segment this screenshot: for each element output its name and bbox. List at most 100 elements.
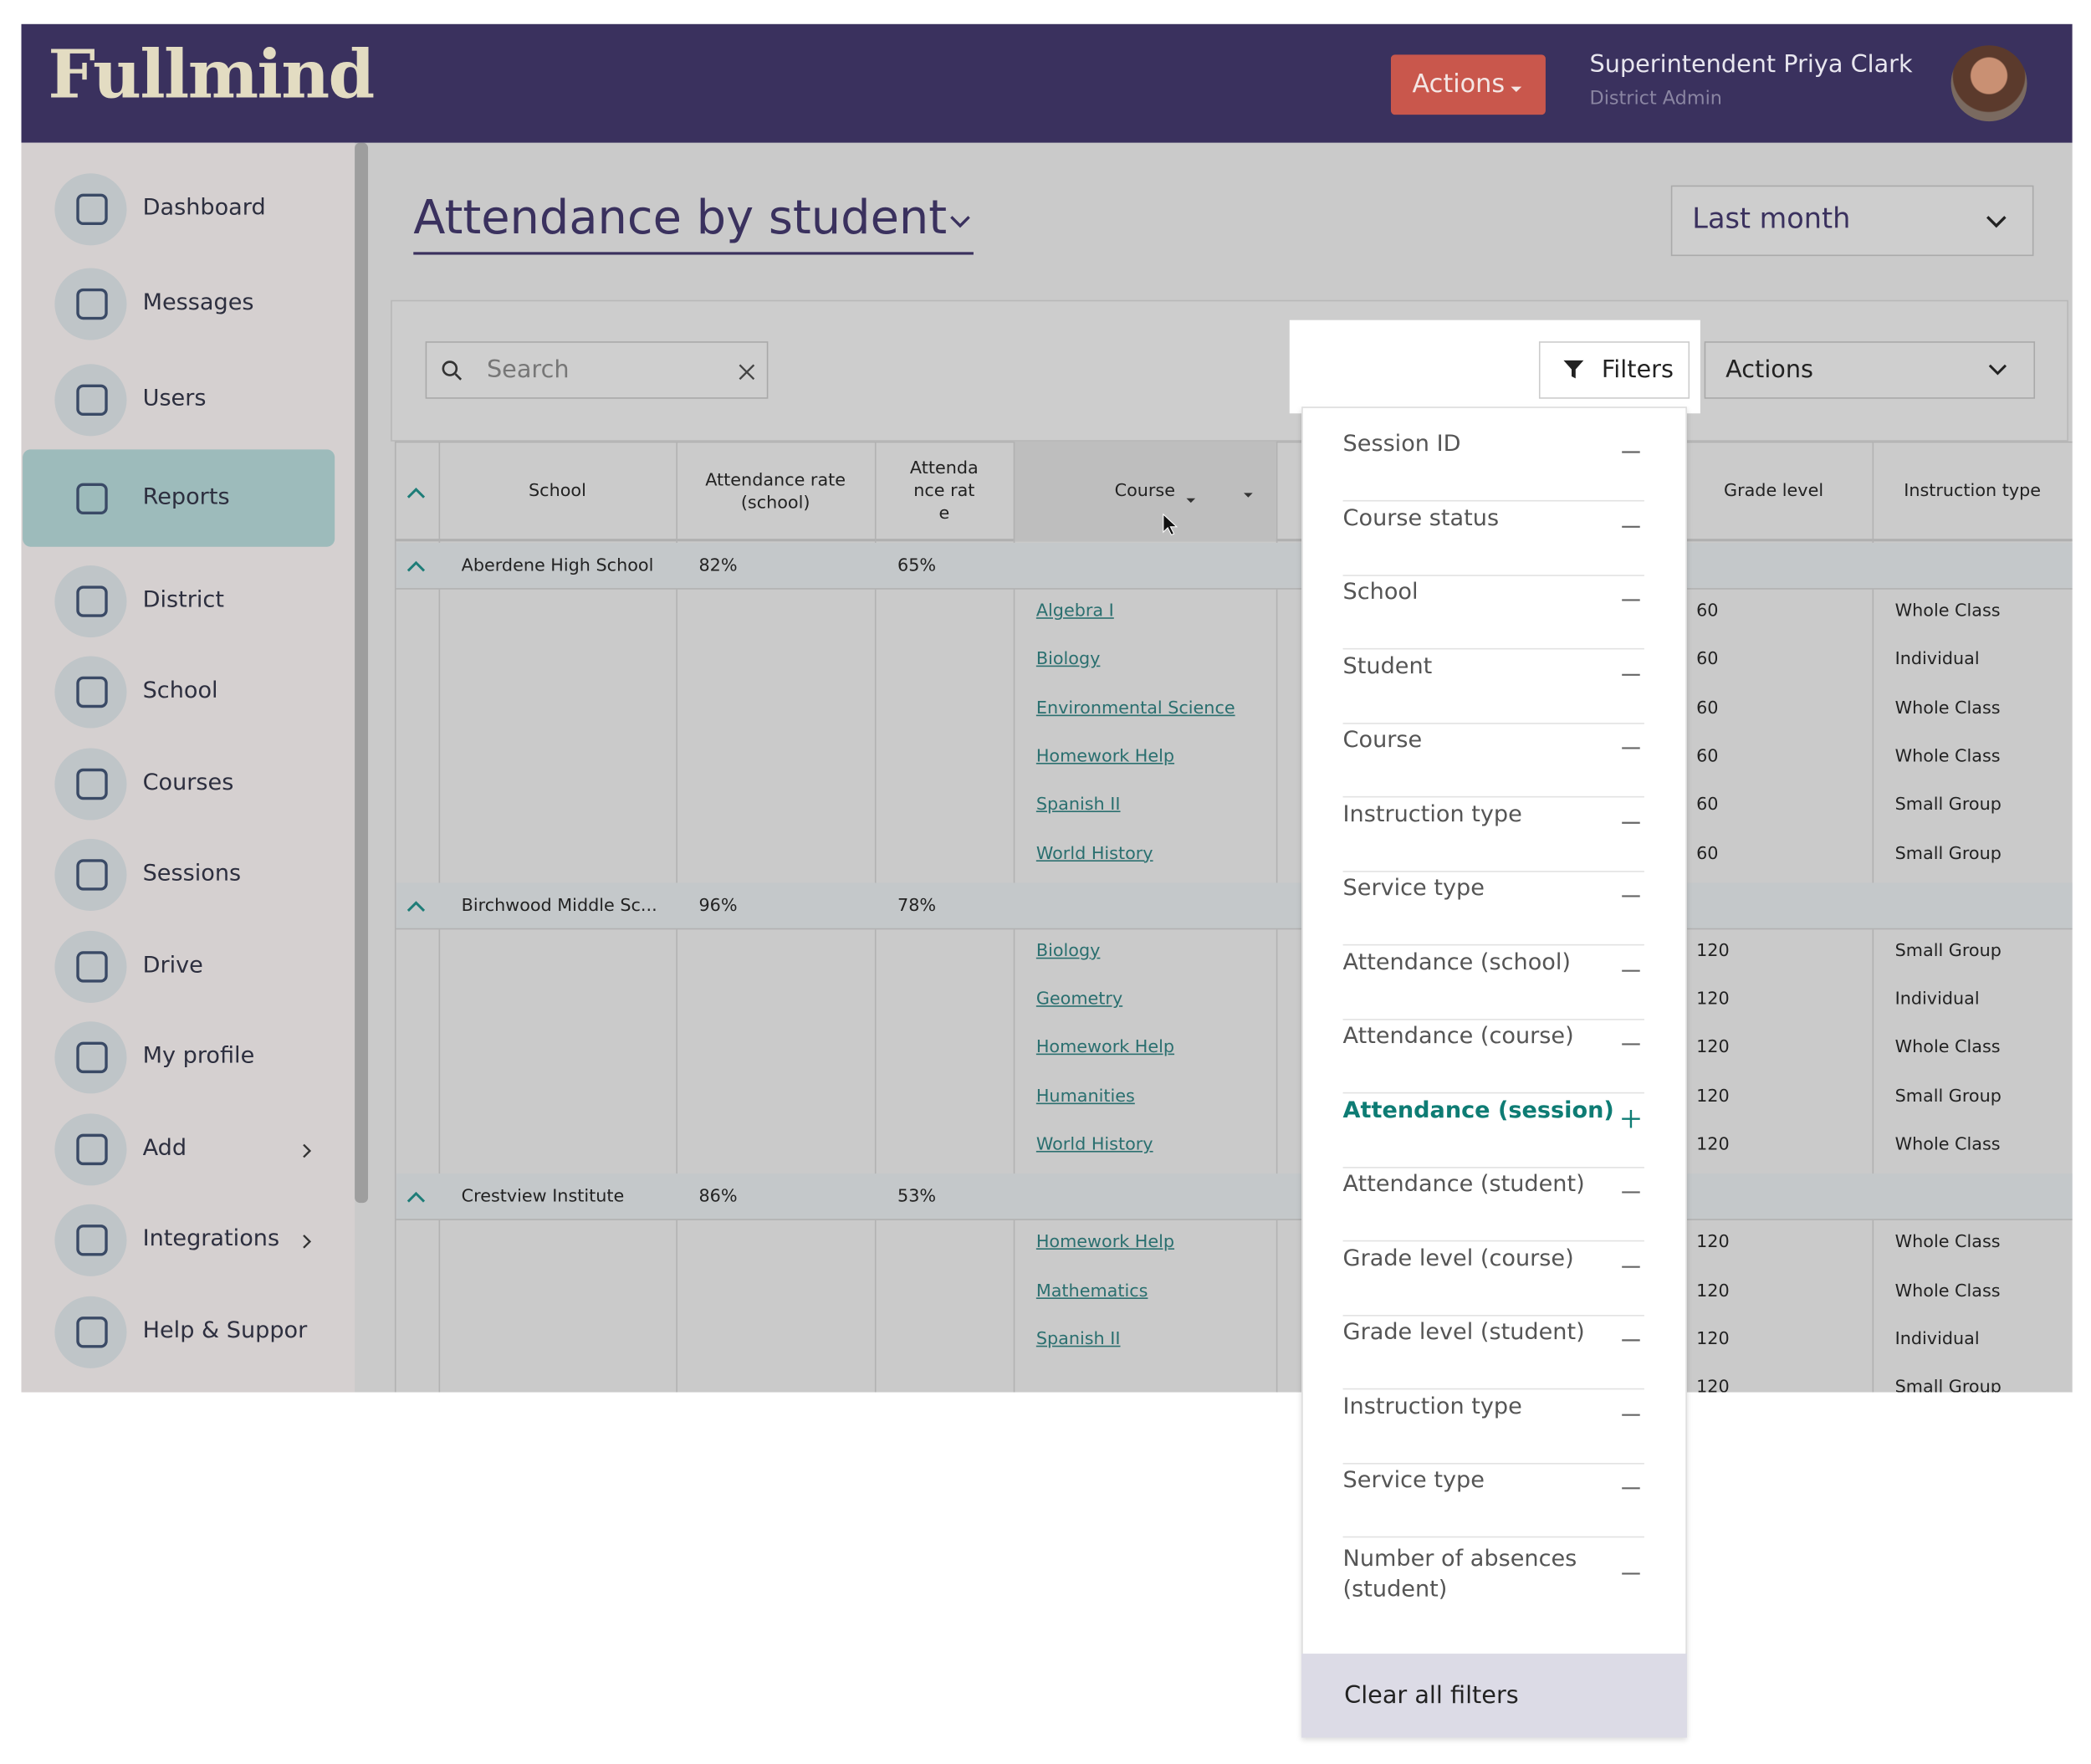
nav-item[interactable]: Users <box>142 385 207 412</box>
column-header[interactable]: Instruction type <box>1904 481 2042 502</box>
nav-item[interactable]: School <box>142 677 218 704</box>
course-link[interactable]: Humanities <box>1035 1086 1135 1107</box>
app-frame: Fullmind Actions Superintendent Priya Clar… <box>21 23 2073 1393</box>
actions-select[interactable] <box>1704 341 2036 399</box>
filter-item[interactable]: Student <box>1342 652 1433 680</box>
header <box>21 23 2073 143</box>
course-link[interactable]: Homework Help <box>1035 746 1175 767</box>
filter-separator <box>1342 1166 1644 1168</box>
user-role: District Admin <box>1589 88 1722 110</box>
nav-glyph-glyph <box>76 1041 108 1074</box>
course-link[interactable]: Algebra I <box>1035 601 1114 621</box>
nav-glyph-glyph <box>76 859 108 891</box>
nav-item[interactable]: Drive <box>142 952 203 979</box>
filter-remove-icon-glyph <box>1622 599 1640 601</box>
instruction-type: Whole Class <box>1894 1232 2001 1253</box>
filter-item[interactable]: Number of absences (student) <box>1342 1545 1577 1603</box>
column-header[interactable]: Attendance rate <box>909 458 979 524</box>
actions-button[interactable]: Actions <box>1390 54 1546 115</box>
filter-item[interactable]: Attendance (course) <box>1342 1022 1574 1050</box>
course-link[interactable]: Spanish II <box>1035 795 1121 816</box>
filter-add-icon-glyph <box>1622 1109 1640 1127</box>
nav-glyph <box>71 580 114 623</box>
grade-level: 120 <box>1696 1232 1730 1253</box>
nav-item[interactable]: My profile <box>142 1042 255 1070</box>
filter-separator <box>1342 1018 1644 1020</box>
nav-glyph-glyph <box>76 384 108 417</box>
course-link[interactable]: World History <box>1035 843 1153 864</box>
column-header[interactable]: Attendance rate (school) <box>705 470 846 514</box>
nav-item[interactable]: Add <box>142 1134 187 1162</box>
course-link[interactable]: Geometry <box>1035 989 1123 1010</box>
filter-item[interactable]: Service type <box>1342 874 1485 902</box>
nav-glyph <box>71 853 114 896</box>
filter-item[interactable]: Course status <box>1342 504 1500 532</box>
filter-item[interactable]: Grade level (course) <box>1342 1245 1574 1272</box>
instruction-type: Whole Class <box>1894 601 2001 621</box>
column-header[interactable]: Course <box>1114 481 1175 502</box>
grade-level: 60 <box>1696 601 1719 621</box>
search-placeholder: Search <box>486 355 570 385</box>
filter-item[interactable]: Course <box>1342 726 1423 754</box>
filter-item[interactable]: School <box>1342 578 1419 606</box>
instruction-type: Whole Class <box>1894 698 2001 718</box>
col-divider <box>394 441 396 1393</box>
nav-glyph-glyph <box>76 483 108 515</box>
course-link[interactable]: Homework Help <box>1035 1038 1175 1058</box>
nav-icon <box>54 268 127 340</box>
filter-item[interactable]: Attendance (session) <box>1342 1097 1614 1124</box>
nav-icon <box>54 930 127 1003</box>
instruction-type: Whole Class <box>1894 746 2001 767</box>
grade-level: 120 <box>1696 1134 1730 1155</box>
filter-remove-icon <box>1619 1180 1644 1204</box>
nav-item[interactable]: District <box>142 586 224 614</box>
nav-item[interactable]: Reports <box>142 483 230 511</box>
filter-separator <box>1342 1388 1644 1390</box>
clear-filters[interactable]: Clear all filters <box>1301 1654 1687 1738</box>
date-select[interactable] <box>1670 185 2034 257</box>
nav-item[interactable]: Dashboard <box>142 194 266 222</box>
filter-separator <box>1342 943 1644 946</box>
mouse-cursor-glyph <box>1163 513 1178 536</box>
nav-icon <box>54 656 127 729</box>
filters-button[interactable] <box>1538 341 1690 399</box>
course-link[interactable]: World History <box>1035 1134 1153 1155</box>
filter-remove-icon <box>1619 959 1644 983</box>
title-chevron-glyph <box>950 216 970 228</box>
filter-item[interactable]: Grade level (student) <box>1342 1318 1585 1346</box>
nav-glyph <box>71 945 114 988</box>
filter-item[interactable]: Instruction type <box>1342 800 1522 828</box>
filter-item[interactable]: Service type <box>1342 1466 1485 1494</box>
nav-glyph-glyph <box>76 193 108 226</box>
nav-item[interactable]: Integrations <box>142 1225 280 1253</box>
filter-remove-icon-glyph <box>1622 747 1640 749</box>
nav-item[interactable]: Messages <box>142 289 254 316</box>
date-chevron-glyph <box>1986 216 2007 228</box>
filter-item[interactable]: Instruction type <box>1342 1393 1522 1420</box>
nav-item[interactable]: Sessions <box>142 860 242 887</box>
course-link[interactable]: Mathematics <box>1035 1281 1148 1301</box>
course-link[interactable]: Spanish II <box>1035 1329 1121 1350</box>
course-link[interactable]: Homework Help <box>1035 1232 1175 1253</box>
instruction-type: Individual <box>1894 989 1980 1010</box>
search-box[interactable] <box>425 341 769 399</box>
course-link[interactable]: Environmental Science <box>1035 698 1235 718</box>
nav-item[interactable]: Courses <box>142 769 234 796</box>
nav-item[interactable]: Help & Suppor <box>142 1317 308 1345</box>
course-link[interactable]: Biology <box>1035 941 1101 962</box>
course-link[interactable]: Biology <box>1035 649 1101 670</box>
nav-glyph <box>71 671 114 713</box>
filter-item[interactable]: Attendance (school) <box>1342 948 1571 976</box>
column-header[interactable]: School <box>529 481 586 502</box>
instruction-type: Small Group <box>1894 1086 2002 1107</box>
sorted-col-bg <box>1013 441 1276 542</box>
group-school-rate: 96% <box>698 896 738 917</box>
filter-item[interactable]: Attendance (student) <box>1342 1170 1585 1198</box>
instruction-type: Individual <box>1894 649 1980 670</box>
nav-glyph-glyph <box>76 1317 108 1348</box>
column-header[interactable]: Grade level <box>1724 481 1824 502</box>
filter-item[interactable]: Session ID <box>1342 430 1461 458</box>
grade-level: 120 <box>1696 989 1730 1010</box>
nav-icon <box>54 1021 127 1094</box>
